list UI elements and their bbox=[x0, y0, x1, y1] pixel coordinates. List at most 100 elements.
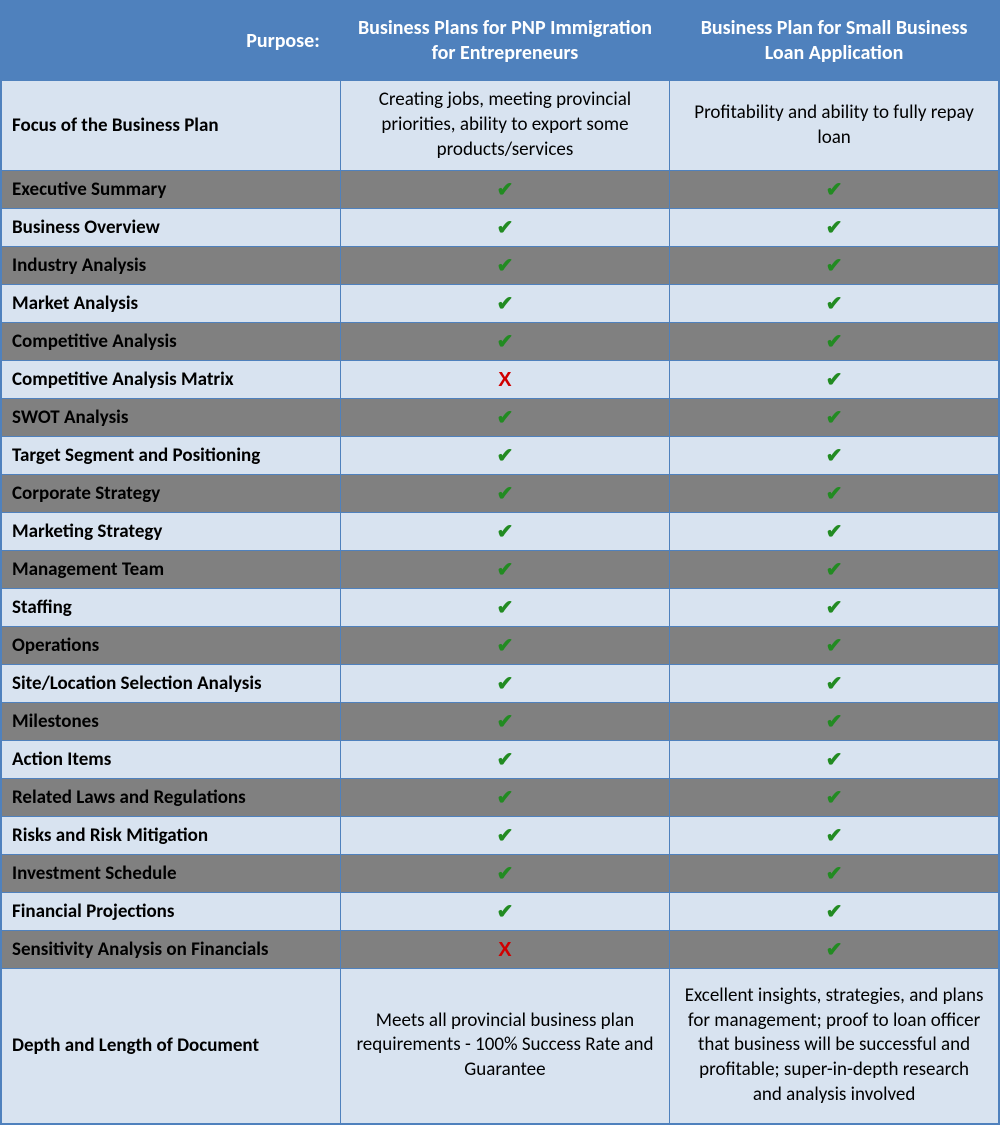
item-mark: ✔ bbox=[340, 399, 669, 437]
focus-label: Focus of the Business Plan bbox=[1, 81, 340, 171]
item-label: Financial Projections bbox=[1, 893, 340, 931]
item-mark: ✔ bbox=[670, 323, 999, 361]
check-icon: ✔ bbox=[497, 406, 514, 430]
item-mark: ✔ bbox=[340, 741, 669, 779]
item-label: Corporate Strategy bbox=[1, 475, 340, 513]
item-mark: ✔ bbox=[340, 285, 669, 323]
check-icon: ✔ bbox=[826, 748, 843, 772]
item-label: Site/Location Selection Analysis bbox=[1, 665, 340, 703]
check-icon: ✔ bbox=[497, 634, 514, 658]
check-icon: ✔ bbox=[826, 406, 843, 430]
check-icon: ✔ bbox=[826, 330, 843, 354]
item-mark: ✔ bbox=[670, 171, 999, 209]
check-icon: ✔ bbox=[826, 634, 843, 658]
check-icon: ✔ bbox=[497, 862, 514, 886]
item-label: Milestones bbox=[1, 703, 340, 741]
focus-col-b: Profitability and ability to fully repay… bbox=[670, 81, 999, 171]
check-icon: ✔ bbox=[826, 672, 843, 696]
table-row: Sensitivity Analysis on Financials X ✔ bbox=[1, 931, 999, 969]
item-mark: ✔ bbox=[340, 589, 669, 627]
header-row: Purpose: Business Plans for PNP Immigrat… bbox=[1, 1, 999, 81]
item-label: SWOT Analysis bbox=[1, 399, 340, 437]
table-row: SWOT Analysis ✔ ✔ bbox=[1, 399, 999, 437]
table-row: Competitive Analysis✔✔ bbox=[1, 323, 999, 361]
table-body: Focus of the Business Plan Creating jobs… bbox=[1, 81, 999, 1124]
item-mark: ✔ bbox=[670, 703, 999, 741]
item-mark: ✔ bbox=[340, 665, 669, 703]
item-mark: ✔ bbox=[340, 437, 669, 475]
table-row: Target Segment and Positioning ✔ ✔ bbox=[1, 437, 999, 475]
check-icon: ✔ bbox=[826, 900, 843, 924]
item-mark: ✔ bbox=[670, 551, 999, 589]
check-icon: ✔ bbox=[497, 444, 514, 468]
item-label: Market Analysis bbox=[1, 285, 340, 323]
item-label: Marketing Strategy bbox=[1, 513, 340, 551]
item-label: Sensitivity Analysis on Financials bbox=[1, 931, 340, 969]
check-icon: ✔ bbox=[826, 368, 843, 392]
item-mark: ✔ bbox=[670, 779, 999, 817]
depth-label: Depth and Length of Document bbox=[1, 969, 340, 1124]
item-mark: ✔ bbox=[340, 323, 669, 361]
item-label: Investment Schedule bbox=[1, 855, 340, 893]
item-mark: ✔ bbox=[340, 171, 669, 209]
table-row: Milestones✔✔ bbox=[1, 703, 999, 741]
item-mark: ✔ bbox=[670, 437, 999, 475]
check-icon: ✔ bbox=[826, 482, 843, 506]
table-row: Action Items✔✔ bbox=[1, 741, 999, 779]
check-icon: ✔ bbox=[826, 938, 843, 962]
check-icon: ✔ bbox=[826, 444, 843, 468]
check-icon: ✔ bbox=[826, 178, 843, 202]
table-row: Industry Analysis ✔ ✔ bbox=[1, 247, 999, 285]
item-label: Target Segment and Positioning bbox=[1, 437, 340, 475]
item-label: Executive Summary bbox=[1, 171, 340, 209]
item-label: Competitive Analysis Matrix bbox=[1, 361, 340, 399]
check-icon: ✔ bbox=[826, 216, 843, 240]
depth-row: Depth and Length of Document Meets all p… bbox=[1, 969, 999, 1124]
check-icon: ✔ bbox=[826, 520, 843, 544]
check-icon: ✔ bbox=[497, 786, 514, 810]
item-mark: X bbox=[340, 931, 669, 969]
check-icon: ✔ bbox=[826, 824, 843, 848]
table-row: Executive Summary ✔ ✔ bbox=[1, 171, 999, 209]
header-col-a: Business Plans for PNP Immigration for E… bbox=[340, 1, 669, 81]
check-icon: ✔ bbox=[826, 254, 843, 278]
item-mark: ✔ bbox=[670, 855, 999, 893]
item-label: Competitive Analysis bbox=[1, 323, 340, 361]
table-row: Investment Schedule ✔ ✔ bbox=[1, 855, 999, 893]
table-row: Financial Projections✔✔ bbox=[1, 893, 999, 931]
check-icon: ✔ bbox=[497, 254, 514, 278]
check-icon: ✔ bbox=[826, 292, 843, 316]
item-mark: ✔ bbox=[340, 475, 669, 513]
check-icon: ✔ bbox=[497, 216, 514, 240]
item-label: Industry Analysis bbox=[1, 247, 340, 285]
item-mark: ✔ bbox=[670, 893, 999, 931]
item-mark: ✔ bbox=[670, 627, 999, 665]
table-row: Operations ✔ ✔ bbox=[1, 627, 999, 665]
check-icon: ✔ bbox=[497, 596, 514, 620]
table-row: Site/Location Selection Analysis ✔ ✔ bbox=[1, 665, 999, 703]
item-mark: ✔ bbox=[670, 741, 999, 779]
comparison-table: Purpose: Business Plans for PNP Immigrat… bbox=[0, 0, 1000, 1125]
check-icon: ✔ bbox=[497, 178, 514, 202]
check-icon: ✔ bbox=[497, 672, 514, 696]
item-label: Operations bbox=[1, 627, 340, 665]
table-row: Related Laws and Regulations✔✔ bbox=[1, 779, 999, 817]
item-mark: ✔ bbox=[670, 361, 999, 399]
check-icon: ✔ bbox=[497, 748, 514, 772]
check-icon: ✔ bbox=[497, 482, 514, 506]
item-mark: ✔ bbox=[670, 399, 999, 437]
item-mark: ✔ bbox=[670, 665, 999, 703]
item-mark: ✔ bbox=[670, 513, 999, 551]
table-row: Risks and Risk Mitigation✔✔ bbox=[1, 817, 999, 855]
focus-row: Focus of the Business Plan Creating jobs… bbox=[1, 81, 999, 171]
cross-icon: X bbox=[498, 939, 511, 961]
item-mark: ✔ bbox=[670, 209, 999, 247]
item-mark: X bbox=[340, 361, 669, 399]
table-row: Staffing✔✔ bbox=[1, 589, 999, 627]
table-row: Competitive Analysis MatrixX ✔ bbox=[1, 361, 999, 399]
check-icon: ✔ bbox=[497, 292, 514, 316]
check-icon: ✔ bbox=[826, 710, 843, 734]
item-mark: ✔ bbox=[670, 589, 999, 627]
item-mark: ✔ bbox=[670, 285, 999, 323]
item-mark: ✔ bbox=[670, 931, 999, 969]
